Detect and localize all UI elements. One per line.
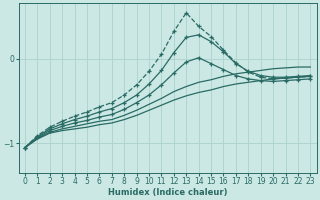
X-axis label: Humidex (Indice chaleur): Humidex (Indice chaleur) — [108, 188, 228, 197]
